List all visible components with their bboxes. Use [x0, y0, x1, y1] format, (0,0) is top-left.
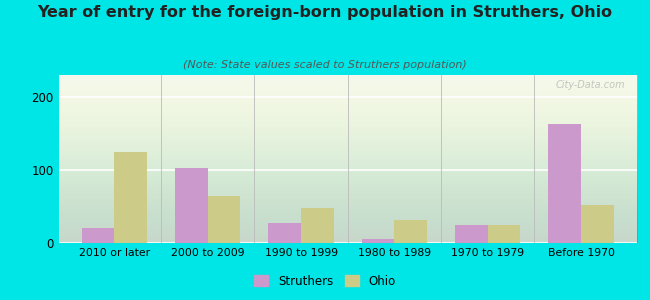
Bar [362, 239, 395, 243]
Bar [268, 223, 301, 243]
Bar [488, 225, 521, 243]
Bar [549, 124, 581, 243]
Text: (Note: State values scaled to Struthers population): (Note: State values scaled to Struthers … [183, 60, 467, 70]
Bar [208, 196, 240, 243]
Bar [175, 169, 208, 243]
Bar [455, 225, 488, 243]
Legend: Struthers, Ohio: Struthers, Ohio [251, 271, 399, 291]
Bar [114, 152, 147, 243]
Text: City-Data.com: City-Data.com [556, 80, 625, 90]
Bar [301, 208, 333, 243]
Bar [82, 228, 114, 243]
Bar [395, 220, 427, 243]
Text: Year of entry for the foreign-born population in Struthers, Ohio: Year of entry for the foreign-born popul… [38, 4, 612, 20]
Bar [581, 205, 614, 243]
